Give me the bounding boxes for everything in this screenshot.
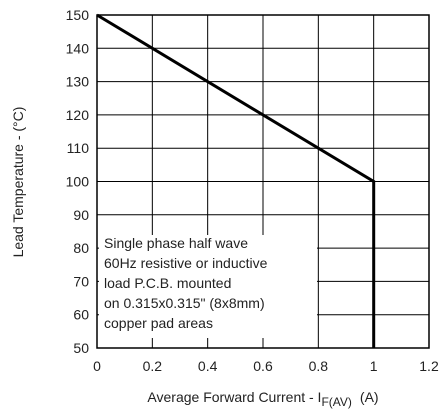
x-axis-label-subscript: F(AV): [321, 395, 351, 409]
x-tick-label: 1: [370, 358, 378, 374]
annotation-line: 60Hz resistive or inductive: [104, 255, 268, 271]
y-tick-label: 150: [66, 7, 90, 23]
x-tick-label: 0.2: [143, 358, 163, 374]
y-tick-label: 120: [66, 107, 90, 123]
y-tick-label: 90: [73, 207, 89, 223]
y-tick-label: 140: [66, 40, 90, 56]
y-tick-label: 70: [73, 273, 89, 289]
y-tick-label: 110: [67, 140, 90, 156]
x-tick-label: 1.2: [419, 358, 439, 374]
x-axis-label-main: Average Forward Current - I: [147, 389, 321, 405]
series: [96, 13, 376, 348]
y-tick-label: 50: [73, 340, 89, 356]
derating-curve: [96, 13, 376, 348]
annotation-line: load P.C.B. mounted: [104, 275, 231, 291]
x-tick-label: 0: [93, 358, 101, 374]
plot-frame: [96, 14, 430, 349]
annotation-line: copper pad areas: [104, 315, 213, 331]
y-tick-label: 100: [66, 174, 90, 190]
x-tick-label: 0.6: [253, 358, 273, 374]
y-tick-label: 60: [73, 307, 89, 323]
y-tick-label: 130: [66, 74, 90, 90]
annotation-background: [99, 235, 317, 338]
x-tick-label: 0.8: [309, 358, 329, 374]
y-axis-label: Lead Temperature - (°C): [10, 107, 26, 258]
annotation-text: Single phase half wave 60Hz resistive or…: [104, 235, 268, 331]
y-tick-label: 80: [73, 240, 89, 256]
x-axis-label-unit: (A): [360, 389, 379, 405]
x-axis-label: Average Forward Current - IF(AV) (A): [147, 389, 378, 409]
tick-labels: 0 0.2 0.4 0.6 0.8 1 1.2 50 60 70 80 90 100 110 120 130 1…: [66, 7, 439, 374]
annotation-line: Single phase half wave: [104, 235, 248, 251]
x-tick-label: 0.4: [198, 358, 218, 374]
annotation-line: on 0.315x0.315" (8x8mm): [104, 295, 265, 311]
